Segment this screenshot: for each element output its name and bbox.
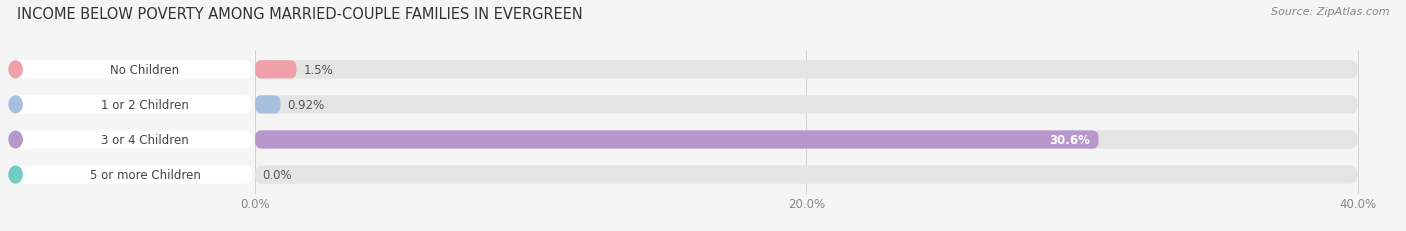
FancyBboxPatch shape [254,131,1098,149]
FancyBboxPatch shape [254,131,1358,149]
Text: 1.5%: 1.5% [304,64,333,76]
Text: 0.0%: 0.0% [262,168,291,181]
FancyBboxPatch shape [254,96,1358,114]
Text: No Children: No Children [111,64,180,76]
FancyBboxPatch shape [8,61,252,79]
FancyBboxPatch shape [254,61,297,79]
Text: 1 or 2 Children: 1 or 2 Children [101,98,188,111]
FancyBboxPatch shape [254,61,1358,79]
Circle shape [8,62,22,78]
Circle shape [8,97,22,113]
Circle shape [8,167,22,183]
Circle shape [8,131,22,148]
FancyBboxPatch shape [254,166,1358,184]
Text: INCOME BELOW POVERTY AMONG MARRIED-COUPLE FAMILIES IN EVERGREEN: INCOME BELOW POVERTY AMONG MARRIED-COUPL… [17,7,582,22]
Text: 3 or 4 Children: 3 or 4 Children [101,134,188,146]
FancyBboxPatch shape [254,96,280,114]
Text: 5 or more Children: 5 or more Children [90,168,201,181]
FancyBboxPatch shape [8,166,252,184]
Text: 0.92%: 0.92% [287,98,325,111]
FancyBboxPatch shape [8,96,252,114]
Text: Source: ZipAtlas.com: Source: ZipAtlas.com [1271,7,1389,17]
FancyBboxPatch shape [8,131,252,149]
Text: 30.6%: 30.6% [1049,134,1090,146]
